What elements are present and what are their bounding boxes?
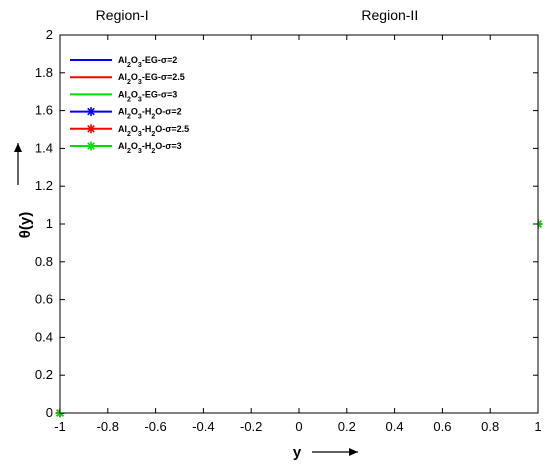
plot-frame (59, 34, 539, 414)
y-tick-label: 0 (46, 405, 53, 420)
y-tick-label: 0.6 (35, 292, 53, 307)
x-tick-label: 0.8 (481, 419, 499, 434)
legend-item: Al2O3-EG-σ=2.5 (70, 72, 185, 86)
legend-item: Al2O3-EG-σ=2 (70, 55, 177, 69)
y-tick-label: 0.8 (35, 254, 53, 269)
y-axis-arrow-icon (14, 143, 22, 185)
x-arrow-head (349, 448, 358, 456)
y-tick-label: 1 (46, 216, 53, 231)
legend: Al2O3-EG-σ=2 Al2O3-EG-σ=2.5 Al2O3-EG-σ=3 Al… (70, 55, 189, 155)
region-ii-label: Region-II (361, 7, 418, 23)
legend-label: Al2O3-H2O-σ=3 (118, 141, 182, 155)
x-tick-label: 0.2 (338, 419, 356, 434)
legend-marker (86, 124, 96, 134)
ticks-layer: -1 -0.8 -0.6 -0.4 -0.2 0 0.2 0.4 0.6 0.8 1 0 0.2 0.4 0… (35, 27, 542, 434)
star-stroke (87, 142, 95, 150)
y-tick-label: 0.4 (35, 329, 53, 344)
legend-label: Al2O3-EG-σ=2.5 (118, 72, 185, 86)
y-tick-label: 0.2 (35, 367, 53, 382)
x-tick-label: -0.4 (192, 419, 214, 434)
x-tick-label: -0.8 (97, 419, 119, 434)
legend-item: Al2O3-H2O-σ=3 (70, 141, 182, 155)
x-tick-label: 0.6 (433, 419, 451, 434)
x-tick-label: -0.6 (144, 419, 166, 434)
legend-marker (86, 141, 96, 151)
x-tick-label: 0.4 (386, 419, 404, 434)
x-tick-label: -1 (54, 419, 66, 434)
star-stroke (87, 107, 95, 116)
y-tick-label: 1.4 (35, 140, 53, 155)
y-tick-label: 2 (46, 27, 53, 42)
axes-layer (59, 34, 539, 414)
star-stroke (87, 124, 95, 133)
y-tick-label: 1.8 (35, 65, 53, 80)
legend-item: Al2O3-H2O-σ=2 (70, 107, 182, 121)
legend-item: Al2O3-H2O-σ=2.5 (70, 124, 189, 138)
labels-layer: Region-I Region-II y θ(y) (14, 7, 418, 461)
y-arrow-head (14, 143, 22, 152)
y-tick-label: 1.6 (35, 103, 53, 118)
legend-item: Al2O3-EG-σ=3 (70, 89, 177, 103)
x-tick-label: 1 (534, 419, 541, 434)
legend-label: Al2O3-H2O-σ=2.5 (118, 124, 189, 138)
legend-label: Al2O3-EG-σ=2 (118, 55, 177, 69)
legend-label: Al2O3-EG-σ=3 (118, 89, 177, 103)
x-tick-label: -0.2 (240, 419, 262, 434)
y-tick-label: 1.2 (35, 178, 53, 193)
x-axis-arrow-icon (312, 448, 358, 456)
y-axis-title: θ(y) (17, 212, 34, 238)
x-axis-title: y (293, 444, 302, 461)
x-tick-label: 0 (295, 419, 302, 434)
legend-label: Al2O3-H2O-σ=2 (118, 107, 182, 121)
legend-marker (86, 107, 96, 117)
region-i-label: Region-I (96, 7, 149, 23)
